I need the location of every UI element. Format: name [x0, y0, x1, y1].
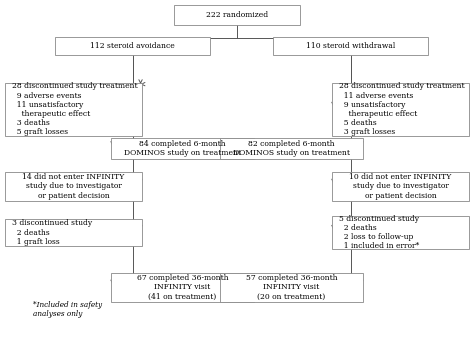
FancyBboxPatch shape — [55, 37, 210, 55]
Text: 28 discontinued study treatment
  9 adverse events
  11 unsatisfactory
    thera: 28 discontinued study treatment 9 advers… — [12, 82, 137, 136]
Text: 14 did not enter INFINITY
study due to investigator
or patient decision: 14 did not enter INFINITY study due to i… — [22, 173, 125, 200]
FancyBboxPatch shape — [273, 37, 428, 55]
FancyBboxPatch shape — [5, 172, 142, 201]
FancyBboxPatch shape — [331, 216, 469, 249]
FancyBboxPatch shape — [331, 172, 469, 201]
Text: 110 steroid withdrawal: 110 steroid withdrawal — [306, 42, 395, 50]
FancyBboxPatch shape — [5, 83, 142, 136]
FancyBboxPatch shape — [220, 139, 363, 159]
FancyBboxPatch shape — [5, 219, 142, 246]
Text: *Included in safety
analyses only: *Included in safety analyses only — [33, 301, 102, 318]
Text: 3 discontinued study
  2 deaths
  1 graft loss: 3 discontinued study 2 deaths 1 graft lo… — [12, 219, 92, 246]
Text: 57 completed 36-month
INFINITY visit
(20 on treatment): 57 completed 36-month INFINITY visit (20… — [246, 274, 337, 301]
Text: 84 completed 6-month
DOMINOS study on treatment: 84 completed 6-month DOMINOS study on tr… — [124, 140, 241, 157]
FancyBboxPatch shape — [331, 83, 469, 136]
FancyBboxPatch shape — [111, 139, 254, 159]
FancyBboxPatch shape — [174, 5, 300, 25]
Text: 222 randomized: 222 randomized — [206, 11, 268, 19]
Text: 28 discontinued study treatment
  11 adverse events
  9 unsatisfactory
    thera: 28 discontinued study treatment 11 adver… — [338, 82, 465, 136]
Text: 67 completed 36-month
INFINITY visit
(41 on treatment): 67 completed 36-month INFINITY visit (41… — [137, 274, 228, 301]
Text: 82 completed 6-month
DOMINOS study on treatment: 82 completed 6-month DOMINOS study on tr… — [233, 140, 350, 157]
FancyBboxPatch shape — [111, 273, 254, 302]
Text: 112 steroid avoidance: 112 steroid avoidance — [91, 42, 175, 50]
Text: 10 did not enter INFINITY
study due to investigator
or patient decision: 10 did not enter INFINITY study due to i… — [349, 173, 452, 200]
Text: 5 discontinued study
  2 deaths
  2 loss to follow-up
  1 included in error*: 5 discontinued study 2 deaths 2 loss to … — [338, 215, 419, 250]
FancyBboxPatch shape — [220, 273, 363, 302]
